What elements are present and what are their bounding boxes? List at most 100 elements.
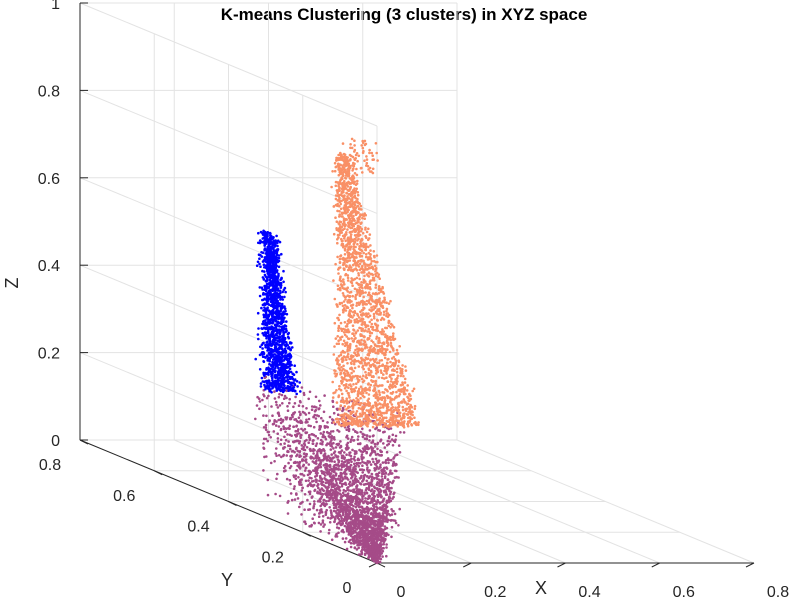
- cluster-2-point: [335, 389, 338, 392]
- cluster-2-point: [344, 304, 347, 307]
- cluster-2-point: [376, 293, 379, 296]
- cluster-3-point: [391, 472, 394, 475]
- cluster-3-point: [343, 494, 346, 497]
- cluster-2-point: [376, 319, 379, 322]
- cluster-3-point: [358, 459, 361, 462]
- cluster-3-point: [356, 538, 359, 541]
- cluster-2-point: [330, 186, 333, 189]
- cluster-3-point: [363, 524, 366, 527]
- cluster-3-point: [319, 530, 322, 533]
- cluster-2-point: [355, 294, 358, 297]
- cluster-3-point: [263, 426, 266, 429]
- cluster-3-point: [355, 510, 358, 513]
- cluster-2-point: [355, 397, 358, 400]
- cluster-3-point: [278, 396, 281, 399]
- cluster-2-point: [381, 359, 384, 362]
- cluster-2-point: [375, 268, 378, 271]
- cluster-2-point: [411, 406, 414, 409]
- cluster-2-point: [365, 286, 368, 289]
- cluster-2-point: [354, 367, 357, 370]
- cluster-3-point: [344, 477, 347, 480]
- cluster-3-point: [363, 469, 366, 472]
- cluster-3-point: [370, 551, 373, 554]
- cluster-3-point: [304, 431, 307, 434]
- cluster-3-point: [265, 429, 268, 432]
- cluster-2-point: [351, 217, 354, 220]
- cluster-3-point: [380, 496, 383, 499]
- cluster-2-point: [344, 321, 347, 324]
- cluster-2-point: [339, 170, 342, 173]
- cluster-2-point: [346, 348, 349, 351]
- cluster-3-point: [368, 485, 371, 488]
- cluster-3-point: [302, 405, 305, 408]
- cluster-2-point: [387, 395, 390, 398]
- cluster-2-point: [366, 158, 369, 161]
- cluster-2-point: [413, 416, 416, 419]
- cluster-2-point: [380, 397, 383, 400]
- cluster-3-point: [310, 524, 313, 527]
- cluster-3-point: [369, 517, 372, 520]
- cluster-3-point: [322, 521, 325, 524]
- cluster-2-point: [383, 396, 386, 399]
- cluster-2-point: [344, 356, 347, 359]
- cluster-2-point: [372, 426, 375, 429]
- cluster-3-point: [341, 455, 344, 458]
- cluster-3-point: [273, 430, 276, 433]
- cluster-2-point: [365, 247, 368, 250]
- cluster-2-point: [344, 153, 347, 156]
- cluster-2-point: [351, 307, 354, 310]
- cluster-2-point: [374, 401, 377, 404]
- cluster-2-point: [386, 340, 389, 343]
- cluster-2-point: [338, 158, 341, 161]
- cluster-2-point: [353, 219, 356, 222]
- cluster-2-point: [345, 422, 348, 425]
- cluster-2-point: [344, 198, 347, 201]
- cluster-3-point: [333, 412, 336, 415]
- cluster-3-point: [269, 436, 272, 439]
- cluster-3-point: [298, 506, 301, 509]
- cluster-3-point: [366, 445, 369, 448]
- cluster-2-point: [354, 252, 357, 255]
- cluster-3-point: [331, 418, 334, 421]
- cluster-3-point: [377, 442, 380, 445]
- cluster-3-point: [346, 466, 349, 469]
- cluster-2-point: [346, 374, 349, 377]
- cluster-2-point: [366, 300, 369, 303]
- cluster-2-point: [357, 422, 360, 425]
- cluster-3-point: [303, 508, 306, 511]
- cluster-2-point: [404, 378, 407, 381]
- cluster-2-point: [359, 293, 362, 296]
- cluster-3-point: [367, 461, 370, 464]
- cluster-2-point: [352, 207, 355, 210]
- cluster-2-point: [382, 373, 385, 376]
- cluster-2-point: [337, 317, 340, 320]
- cluster-3-point: [364, 527, 367, 530]
- cluster-3-point: [301, 487, 304, 490]
- cluster-3-point: [393, 492, 396, 495]
- cluster-3-point: [367, 487, 370, 490]
- cluster-3-point: [310, 457, 313, 460]
- cluster-2-point: [356, 313, 359, 316]
- cluster-2-point: [404, 365, 407, 368]
- cluster-3-point: [362, 535, 365, 538]
- cluster-2-point: [336, 192, 339, 195]
- cluster-2-point: [345, 265, 348, 268]
- cluster-2-point: [350, 418, 353, 421]
- cluster-3-point: [294, 440, 297, 443]
- cluster-3-point: [349, 451, 352, 454]
- cluster-2-point: [381, 328, 384, 331]
- cluster-2-point: [367, 383, 370, 386]
- cluster-3-point: [283, 436, 286, 439]
- cluster-3-point: [310, 485, 313, 488]
- cluster-2-point: [344, 274, 347, 277]
- z-tick-label: 0.8: [38, 83, 60, 100]
- cluster-2-point: [344, 298, 347, 301]
- cluster-3-point: [321, 443, 324, 446]
- cluster-2-point: [376, 336, 379, 339]
- cluster-3-point: [376, 462, 379, 465]
- cluster-3-point: [394, 470, 397, 473]
- cluster-3-point: [343, 489, 346, 492]
- cluster-3-point: [278, 454, 281, 457]
- cluster-3-point: [320, 450, 323, 453]
- cluster-3-point: [328, 532, 331, 535]
